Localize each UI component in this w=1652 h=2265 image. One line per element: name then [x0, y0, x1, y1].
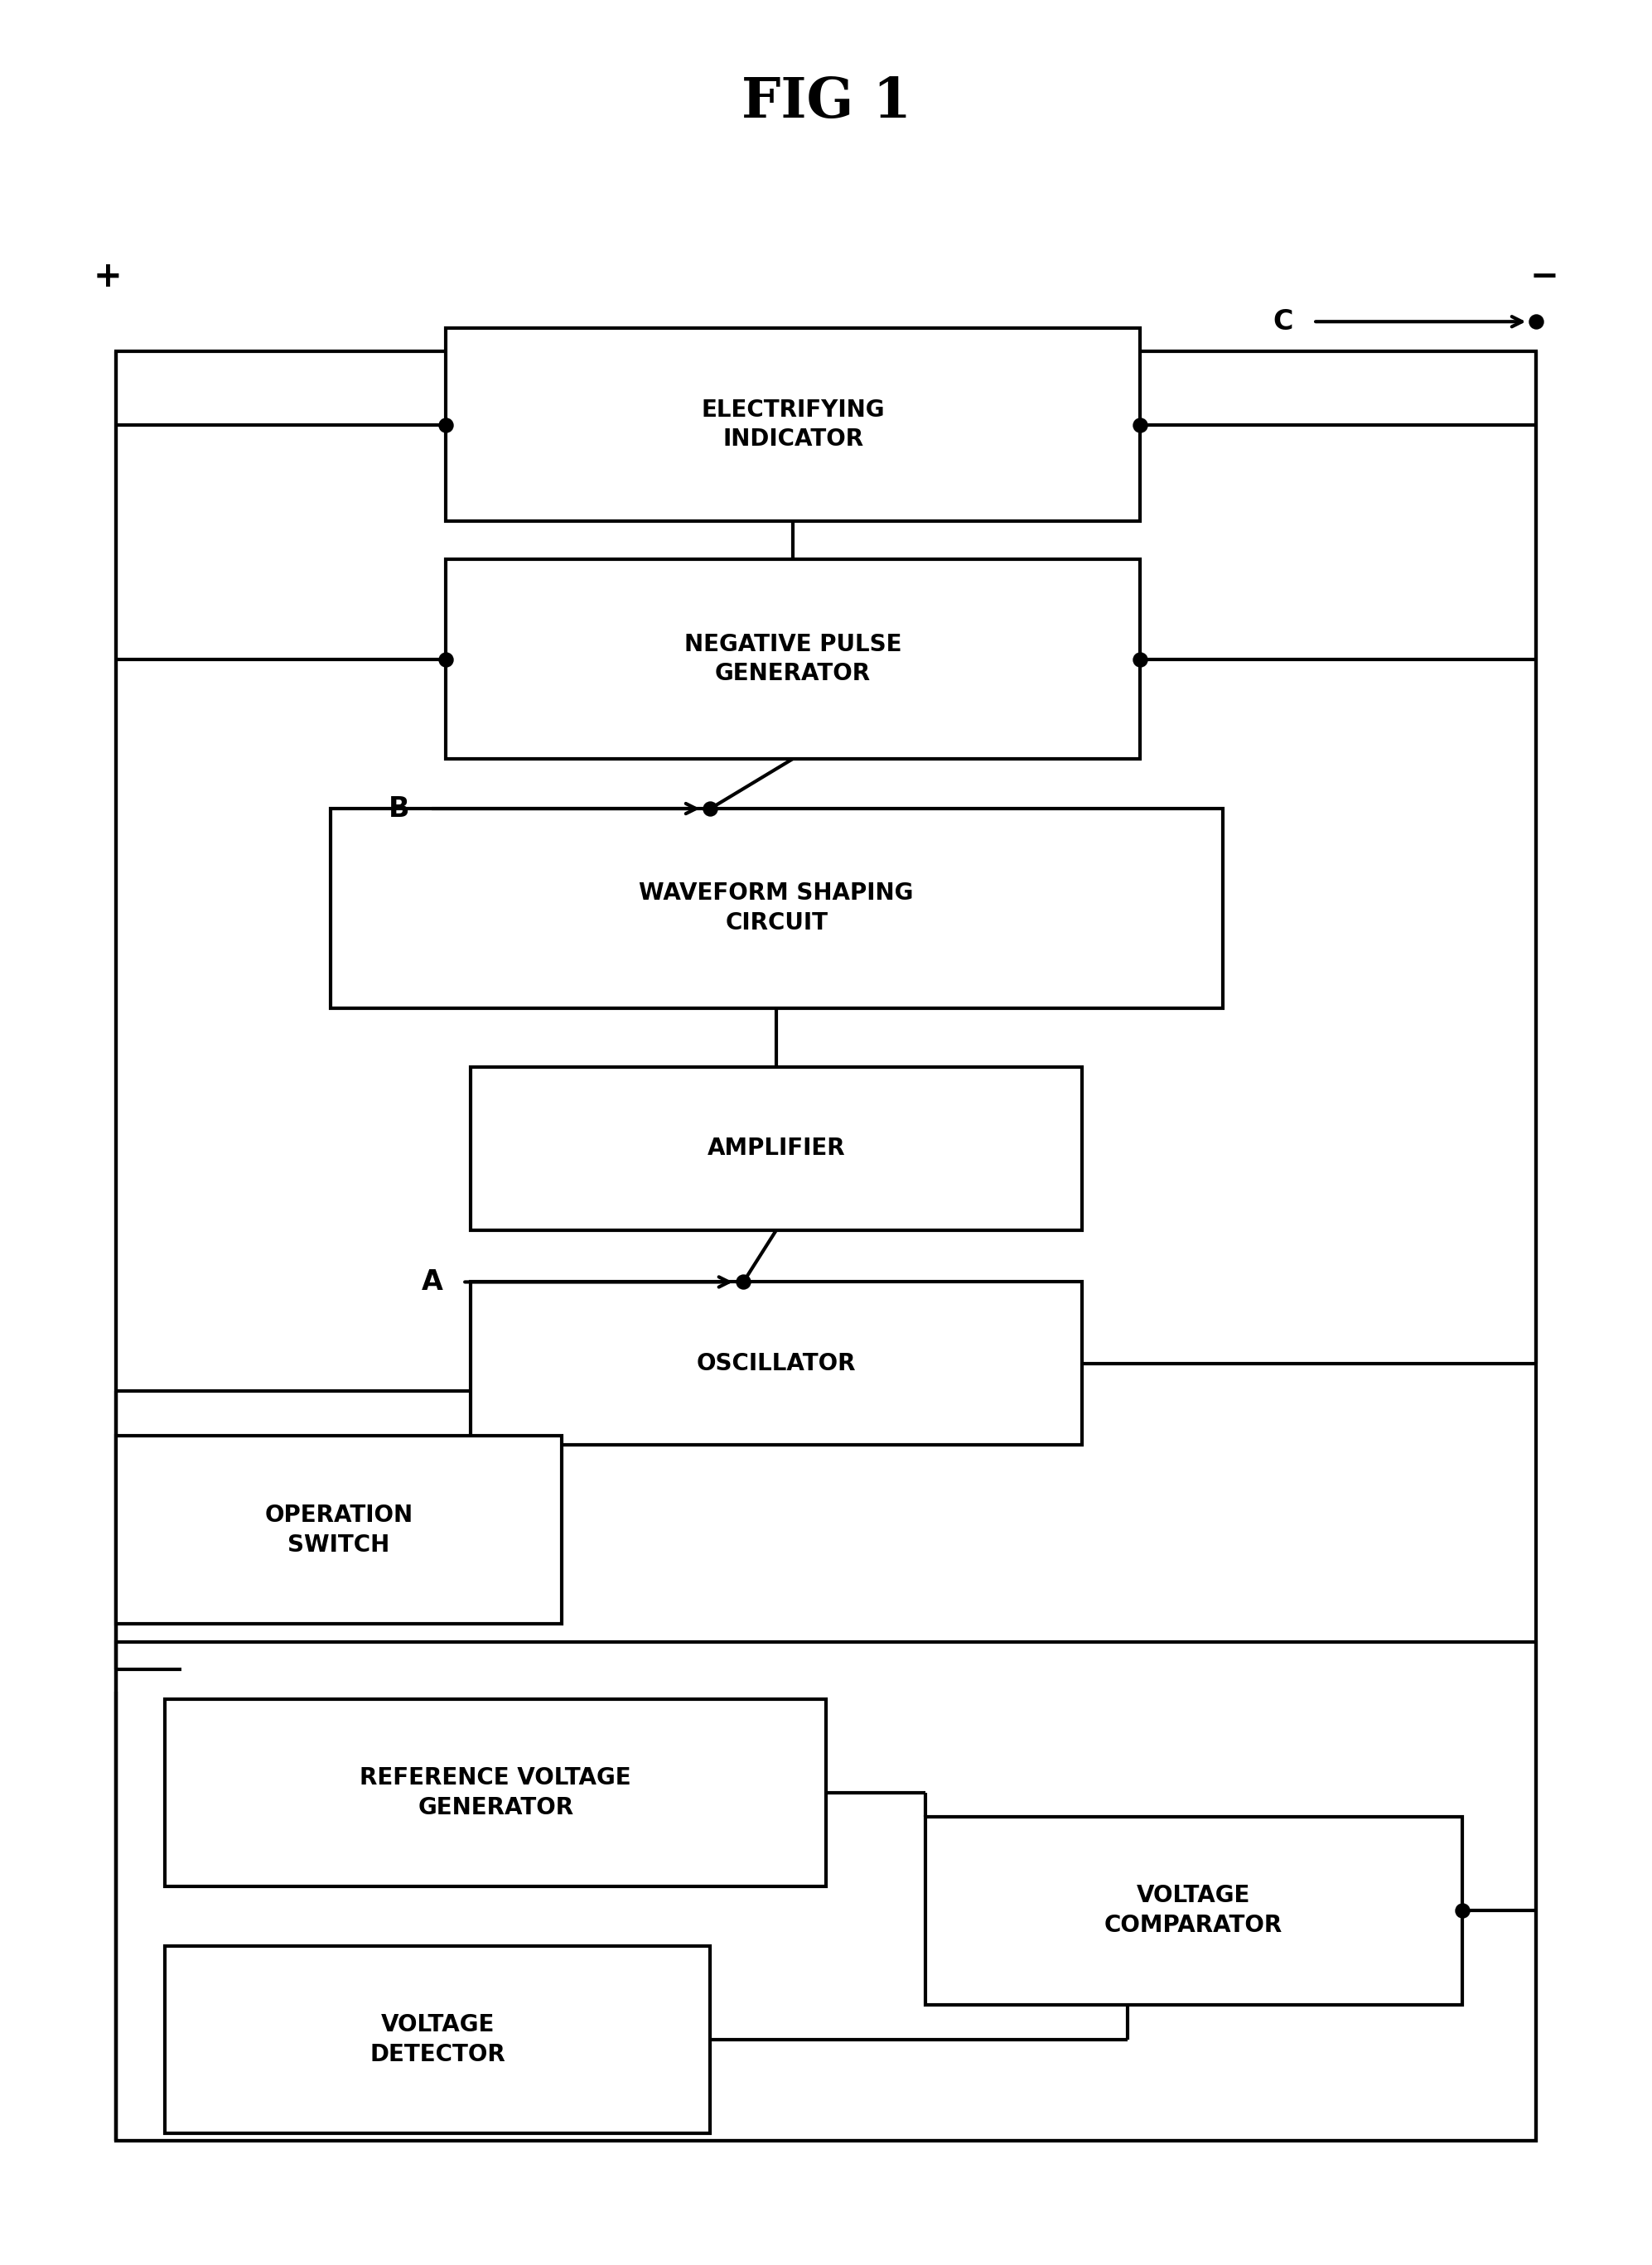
Bar — [925, 1817, 1462, 2005]
Bar — [165, 1699, 826, 1887]
Text: −: − — [1530, 260, 1559, 294]
Bar — [330, 809, 1222, 1008]
Text: REFERENCE VOLTAGE
GENERATOR: REFERENCE VOLTAGE GENERATOR — [360, 1767, 631, 1819]
Bar — [116, 1642, 1536, 2140]
Point — [1523, 304, 1550, 340]
Bar — [116, 1436, 562, 1624]
Point — [730, 1264, 757, 1300]
Text: A: A — [421, 1268, 443, 1296]
Text: VOLTAGE
DETECTOR: VOLTAGE DETECTOR — [370, 2014, 506, 2066]
Text: C: C — [1274, 308, 1294, 335]
Text: B: B — [388, 795, 410, 822]
Point — [1127, 641, 1153, 677]
Text: OSCILLATOR: OSCILLATOR — [697, 1352, 856, 1375]
Text: FIG 1: FIG 1 — [742, 75, 910, 129]
Point — [433, 641, 459, 677]
Point — [1449, 1894, 1475, 1930]
Bar — [446, 328, 1140, 521]
Text: AMPLIFIER: AMPLIFIER — [707, 1137, 846, 1160]
Bar — [446, 559, 1140, 759]
Point — [1127, 408, 1153, 444]
Bar — [116, 351, 1536, 2140]
Text: VOLTAGE
COMPARATOR: VOLTAGE COMPARATOR — [1105, 1884, 1282, 1937]
Text: NEGATIVE PULSE
GENERATOR: NEGATIVE PULSE GENERATOR — [684, 632, 902, 686]
Bar — [165, 1946, 710, 2134]
Text: ELECTRIFYING
INDICATOR: ELECTRIFYING INDICATOR — [700, 399, 885, 451]
Text: WAVEFORM SHAPING
CIRCUIT: WAVEFORM SHAPING CIRCUIT — [639, 881, 914, 935]
Text: OPERATION
SWITCH: OPERATION SWITCH — [264, 1504, 413, 1556]
Bar — [471, 1067, 1082, 1230]
Bar — [471, 1282, 1082, 1445]
Text: +: + — [93, 260, 122, 294]
Point — [433, 408, 459, 444]
Point — [697, 790, 724, 827]
